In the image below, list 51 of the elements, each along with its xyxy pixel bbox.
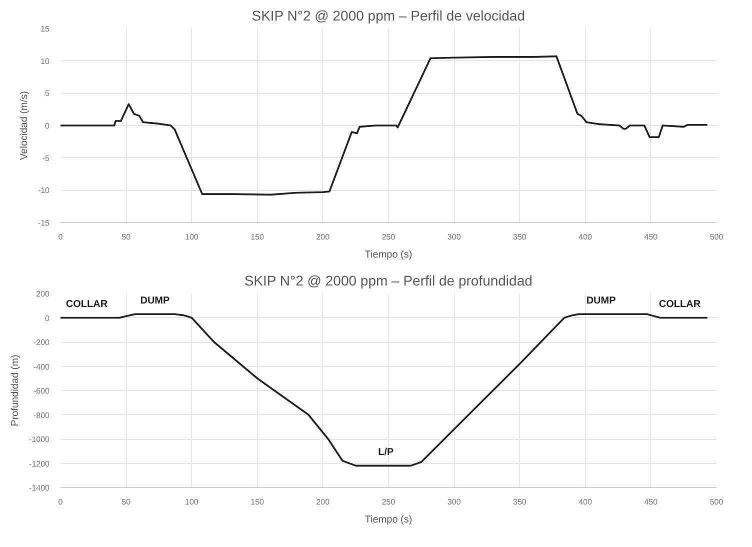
- x-tick-label: 400: [578, 232, 593, 242]
- y-tick-label: 200: [36, 290, 50, 298]
- y-tick-label: -1400: [29, 484, 50, 492]
- annotation: COLLAR: [66, 298, 108, 310]
- annotation: L/P: [378, 446, 394, 458]
- y-tick-label: -800: [33, 410, 50, 420]
- line-series: [60, 313, 708, 467]
- annotation: DUMP: [586, 295, 616, 306]
- line-series: [60, 55, 708, 196]
- y-tick-label: -400: [33, 362, 50, 372]
- x-tick-label: 0: [58, 498, 64, 506]
- x-tick-label: 400: [578, 498, 593, 506]
- chart-title: SKIP N°2 @ 2000 ppm – Perfil de velocidad: [252, 8, 526, 24]
- x-tick-label: 150: [250, 498, 265, 506]
- x-axis-title: Tiempo (s): [364, 250, 412, 260]
- y-tick-label: 0: [45, 314, 50, 323]
- chart-title: SKIP N°2 @ 2000 ppm – Perfil de profundidad: [244, 272, 532, 288]
- x-axis-title: Tiempo (s): [364, 514, 412, 526]
- x-tick-label: 100: [185, 498, 199, 506]
- x-tick-label: 350: [513, 232, 527, 242]
- x-tick-label: 350: [513, 498, 527, 506]
- x-tick-label: 250: [382, 498, 396, 506]
- x-tick-label: 500: [710, 232, 724, 242]
- y-axis-title: Profundidad (m): [10, 354, 22, 426]
- y-tick-label: -200: [33, 338, 50, 347]
- x-tick-label: 150: [250, 232, 265, 242]
- x-tick-label: 100: [185, 232, 199, 242]
- y-tick-label: -600: [33, 386, 50, 396]
- annotation: COLLAR: [658, 298, 702, 310]
- x-tick-label: 50: [122, 498, 132, 506]
- y-tick-label: 10: [40, 56, 50, 66]
- annotation: DUMP: [140, 295, 170, 306]
- y-axis-title: Velocidad (m/s): [18, 91, 30, 160]
- y-tick-label: -15: [38, 218, 50, 228]
- y-tick-label: -10: [38, 186, 50, 196]
- x-tick-label: 250: [382, 232, 396, 242]
- y-tick-label: 15: [40, 24, 50, 34]
- y-tick-label: 0: [45, 122, 50, 130]
- x-tick-label: 500: [710, 498, 724, 506]
- x-tick-label: 450: [644, 232, 658, 242]
- y-tick-label: 5: [45, 89, 50, 98]
- y-tick-label: -5: [42, 154, 50, 163]
- y-tick-label: -1200: [29, 459, 50, 468]
- x-tick-label: 50: [122, 232, 132, 242]
- x-tick-label: 200: [316, 232, 330, 242]
- x-tick-label: 300: [447, 498, 462, 506]
- x-tick-label: 450: [644, 498, 658, 506]
- y-tick-label: -1000: [29, 435, 50, 444]
- x-tick-label: 200: [316, 498, 330, 506]
- x-tick-label: 0: [58, 232, 64, 242]
- x-tick-label: 300: [447, 232, 462, 242]
